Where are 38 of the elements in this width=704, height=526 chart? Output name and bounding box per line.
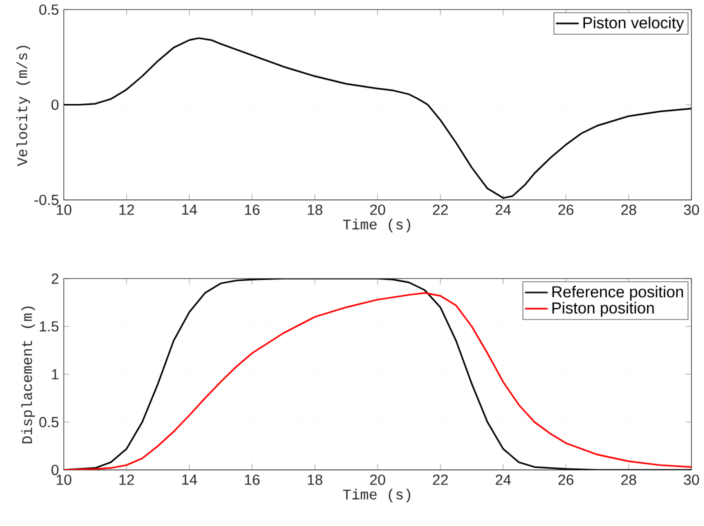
y-tick-label: 0 [52,100,58,110]
x-tick-label: 18 [308,204,322,216]
x-axis-title: Time (s) [343,488,410,503]
x-tick-label: 12 [120,204,134,215]
x-tick-label: 26 [558,204,574,216]
y-tick-label: 1 [52,369,58,380]
x-tick-label: 28 [621,204,636,216]
x-tick-label: 14 [182,204,197,215]
y-tick-label: -0.5 [34,194,58,206]
x-tick-label: 10 [56,474,72,486]
x-tick-label: 16 [245,204,260,216]
y-tick-label: 0 [52,464,58,476]
x-tick-label: 16 [245,474,260,486]
y-tick-label: 0.5 [39,4,58,15]
x-axis-title: Time (s) [343,218,410,233]
y-tick-label: 1.5 [40,321,58,332]
y-axis-title: Displacement (m) [21,306,35,444]
x-tick-label: 30 [684,204,699,216]
x-tick-label: 14 [182,474,197,485]
legend-label: Piston position [552,302,654,317]
x-tick-label: 10 [56,204,72,216]
x-tick-label: 28 [621,474,636,486]
x-tick-label: 24 [496,474,511,485]
line-series [64,38,692,199]
x-tick-label: 22 [432,204,448,215]
x-tick-label: 12 [120,474,134,485]
x-tick-label: 18 [308,474,322,486]
x-tick-label: 22 [432,474,448,485]
y-axis-title: Velocity (m/s) [16,46,30,166]
legend-label: Piston velocity [583,16,684,32]
y-tick-label: 2 [52,274,58,284]
x-tick-label: 20 [370,474,386,486]
y-tick-label: 0.5 [39,417,58,428]
x-tick-label: 24 [496,204,511,215]
x-tick-label: 26 [558,474,574,486]
x-tick-label: 30 [684,474,699,486]
legend-label: Reference position [552,286,683,301]
x-tick-label: 20 [370,204,386,216]
